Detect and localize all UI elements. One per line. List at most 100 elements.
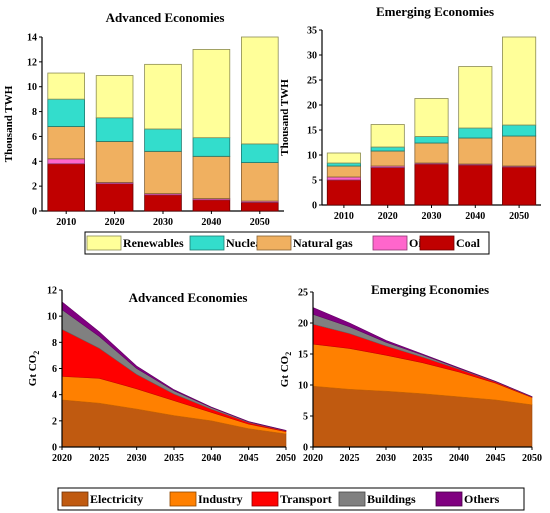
bar-segment-renewables — [47, 72, 85, 100]
x-tick-label: 2035 — [413, 453, 433, 464]
y-axis-label: Thousand TWH — [3, 85, 15, 162]
chart-title: Emerging Economies — [371, 282, 489, 297]
y-axis-label: Thousand TWH — [279, 79, 291, 156]
bar-segment-coal — [458, 164, 493, 206]
bar-segment-nuclear — [502, 124, 537, 137]
legend-swatch-oil — [372, 235, 408, 251]
bar-segment-renewables — [326, 152, 361, 164]
bar-segment-coal — [326, 179, 361, 206]
area-others — [61, 301, 287, 431]
x-tick-label: 2025 — [340, 453, 360, 464]
legend-label-transport: Transport — [280, 492, 332, 506]
x-tick-label: 2020 — [378, 211, 398, 222]
legend-swatch-coal — [419, 235, 455, 251]
bar-segment-renewables — [144, 63, 182, 130]
bar-segment-natural-gas — [95, 140, 134, 183]
bar-segment-natural-gas — [47, 126, 85, 160]
legend-label-industry: Industry — [198, 492, 243, 506]
y-tick-label: 10 — [47, 312, 57, 323]
bar-segment-natural-gas — [370, 150, 405, 167]
y-tick-label: 12 — [27, 57, 37, 68]
chart-title: Advanced Economies — [106, 10, 225, 25]
bar-segment-nuclear — [414, 136, 449, 144]
legend-label-coal: Coal — [456, 236, 481, 250]
y-tick-label: 25 — [298, 288, 308, 299]
bar-segment-renewables — [414, 98, 449, 137]
bar-segment-natural-gas — [192, 155, 231, 199]
bar-segment-renewables — [458, 66, 493, 129]
x-tick-label: 2030 — [153, 217, 173, 228]
x-tick-label: 2050 — [276, 453, 296, 464]
legend-swatch-industry — [169, 491, 197, 507]
legend-label-renewables: Renewables — [123, 236, 184, 250]
y-tick-label: 20 — [307, 101, 317, 112]
chart-title: Emerging Economies — [376, 4, 494, 19]
legend-label-buildings: Buildings — [367, 492, 416, 506]
y-tick-label: 0 — [32, 207, 37, 218]
bar-segment-oil — [326, 176, 361, 181]
x-tick-label: 2050 — [250, 217, 270, 228]
bar-segment-nuclear — [458, 127, 493, 139]
legend-swatch-natural-gas — [256, 235, 292, 251]
y-tick-label: 20 — [298, 319, 308, 330]
y-tick-label: 12 — [47, 286, 57, 297]
legend-swatch-others — [435, 491, 463, 507]
y-tick-label: 0 — [303, 443, 308, 454]
x-tick-label: 2040 — [465, 211, 485, 222]
bar-segment-natural-gas — [458, 137, 493, 165]
bar-segment-coal — [144, 194, 182, 212]
legend-top: Renewables Nuclear Natural gas Oil Coal — [84, 231, 490, 255]
bar-segment-coal — [192, 199, 231, 212]
legend-label-others: Others — [464, 492, 500, 506]
x-tick-label: 2050 — [522, 453, 542, 464]
bar-segment-renewables — [95, 75, 134, 119]
bar-segment-natural-gas — [414, 142, 449, 164]
bar-segment-coal — [502, 166, 537, 206]
bar-segment-renewables — [241, 36, 279, 145]
x-tick-label: 2040 — [201, 453, 221, 464]
y-axis-label: Gt CO2 — [279, 352, 293, 387]
y-axis-label-group: Gt CO2 — [27, 351, 41, 386]
y-tick-label: 10 — [27, 82, 37, 93]
x-tick-label: 2040 — [201, 217, 221, 228]
y-tick-label: 0 — [52, 443, 57, 454]
bar-segment-coal — [370, 167, 405, 206]
x-tick-label: 2045 — [486, 453, 506, 464]
legend-bottom: Electricity Industry Transport Buildings Oth… — [57, 487, 525, 511]
legend-swatch-transport — [251, 491, 279, 507]
y-axis-label-group: Thousand TWH — [279, 79, 291, 156]
legend-swatch-renewables — [86, 235, 122, 251]
x-tick-label: 2045 — [239, 453, 259, 464]
y-tick-label: 15 — [298, 350, 308, 361]
bar-segment-nuclear — [326, 162, 361, 167]
y-tick-label: 25 — [307, 76, 317, 87]
bar-segment-coal — [241, 201, 279, 212]
bar-segment-nuclear — [241, 143, 279, 163]
area-others — [312, 307, 533, 398]
bar-segment-natural-gas — [241, 162, 279, 202]
y-tick-label: 4 — [52, 390, 57, 401]
x-tick-label: 2020 — [52, 453, 72, 464]
y-axis-label-group: Thousand TWH — [3, 85, 15, 162]
y-tick-label: 4 — [32, 157, 37, 168]
y-tick-label: 10 — [307, 151, 317, 162]
y-tick-label: 0 — [312, 201, 317, 212]
y-tick-label: 14 — [27, 33, 37, 44]
bar-segment-nuclear — [144, 128, 182, 152]
y-tick-label: 8 — [32, 107, 37, 118]
x-tick-label: 2040 — [449, 453, 469, 464]
bar-segment-nuclear — [370, 146, 405, 152]
x-tick-label: 2020 — [105, 217, 125, 228]
x-tick-label: 2010 — [334, 211, 354, 222]
bar-segment-nuclear — [192, 137, 231, 157]
bar-segment-renewables — [192, 49, 231, 139]
y-tick-label: 6 — [52, 364, 57, 375]
bar-segment-nuclear — [95, 117, 134, 142]
x-tick-label: 2030 — [376, 453, 396, 464]
x-tick-label: 2050 — [509, 211, 529, 222]
y-tick-label: 2 — [52, 416, 57, 427]
x-tick-label: 2030 — [422, 211, 442, 222]
bar-segment-natural-gas — [144, 150, 182, 194]
bar-segment-nuclear — [47, 98, 85, 127]
